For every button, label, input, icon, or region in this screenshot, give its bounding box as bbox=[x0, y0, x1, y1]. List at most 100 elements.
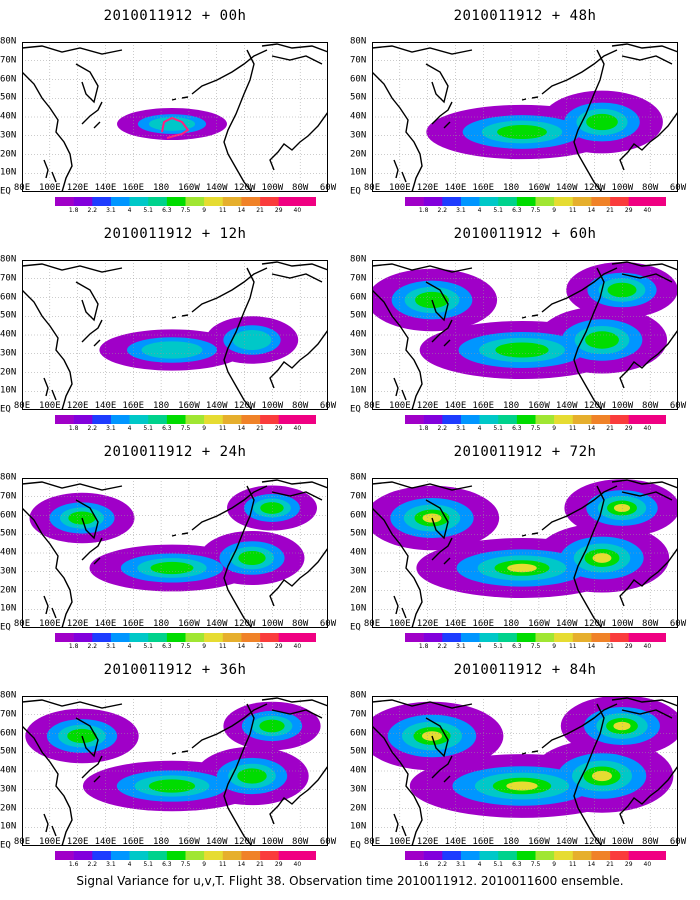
graticule bbox=[22, 260, 328, 410]
longitude-label: 160W bbox=[528, 183, 550, 193]
colorbar-swatch bbox=[442, 851, 462, 860]
colorbar-tick-label: 6.3 bbox=[512, 861, 522, 868]
latitude-label: 60N bbox=[350, 74, 367, 84]
colorbar-swatch bbox=[516, 197, 536, 206]
latitude-label: 40N bbox=[350, 765, 367, 776]
longitude-label: 140E bbox=[94, 183, 117, 193]
colorbar-tick-label: 6.3 bbox=[162, 861, 172, 868]
variance-contour bbox=[613, 721, 631, 731]
variance-contour bbox=[495, 342, 549, 358]
longitude-axis: 80E 100E 120E 140E 160E 180 160W 140W 120W 100W 80… bbox=[350, 402, 700, 414]
longitude-label: 160W bbox=[178, 619, 200, 629]
longitude-label: 180 bbox=[152, 401, 170, 411]
colorbar-tick-label: 1.8 bbox=[68, 207, 79, 214]
longitude-label: 120E bbox=[66, 619, 89, 629]
latitude-label: 60N bbox=[0, 728, 17, 738]
colorbar-swatch bbox=[297, 197, 316, 206]
panel-title: 2010011912 + 60h bbox=[453, 226, 597, 242]
colorbar-swatch bbox=[260, 197, 280, 206]
colorbar-tick-label: 29 bbox=[624, 861, 633, 868]
colorbar-tick-label: 11 bbox=[568, 861, 577, 868]
colorbar-tick-label: 9 bbox=[552, 425, 557, 432]
longitude-label: 140E bbox=[94, 401, 117, 411]
longitude-label: 60W bbox=[319, 837, 337, 847]
colorbar-swatch bbox=[498, 415, 518, 424]
colorbar-tick-label: 6.3 bbox=[512, 425, 522, 432]
colorbar-swatch bbox=[92, 851, 112, 860]
latitude-label: 10N bbox=[0, 603, 17, 614]
colorbar-tick-label: 40 bbox=[643, 425, 652, 432]
colorbar-swatch bbox=[647, 415, 666, 424]
longitude-label: 100E bbox=[388, 183, 411, 193]
colorbar-tick-label: 9 bbox=[552, 861, 557, 868]
colorbar-tick-label: 5.1 bbox=[493, 861, 503, 868]
figure-caption: Signal Variance for u,v,T. Flight 38. Ob… bbox=[76, 874, 624, 888]
colorbar-swatch bbox=[166, 851, 186, 860]
colorbar-tick-label: 5.1 bbox=[143, 207, 153, 214]
colorbar-swatch bbox=[628, 633, 648, 642]
variance-shading bbox=[117, 108, 227, 140]
latitude-label: 20N bbox=[350, 149, 367, 159]
latitude-label: EQ bbox=[350, 840, 361, 851]
latitude-label: EQ bbox=[350, 622, 361, 633]
longitude-label: 80E bbox=[13, 837, 31, 847]
colorbar-tick-label: 5.1 bbox=[143, 425, 153, 432]
colorbar-swatch bbox=[516, 633, 536, 642]
longitude-label: 80E bbox=[363, 837, 381, 847]
colorbar-tick-label: 6.3 bbox=[162, 643, 172, 650]
variance-shading bbox=[25, 701, 321, 812]
longitude-label: 120E bbox=[416, 183, 439, 193]
latitude-label: 20N bbox=[0, 367, 17, 377]
colorbar-tick-label: 29 bbox=[274, 643, 283, 650]
latitude-label: 80N bbox=[0, 36, 17, 47]
map-panel-48h: 2010011912 + 48h 80N 70N 60N 50N 40N 30N 20N 10N… bbox=[350, 0, 700, 225]
map-frame bbox=[22, 696, 328, 846]
colorbar-swatch bbox=[185, 197, 205, 206]
colorbar-swatch bbox=[278, 197, 298, 206]
colorbar-swatch bbox=[423, 633, 443, 642]
latitude-label: 10N bbox=[0, 385, 17, 396]
latitude-label: 70N bbox=[350, 55, 367, 66]
longitude-axis: 80E 100E 120E 140E 160E 180 160W 140W 120W 100W 80… bbox=[350, 184, 700, 196]
latitude-label: 70N bbox=[0, 709, 17, 720]
colorbar-swatch bbox=[110, 851, 130, 860]
colorbar-swatch bbox=[222, 633, 242, 642]
coastlines bbox=[22, 43, 328, 192]
colorbar-swatch bbox=[498, 633, 518, 642]
colorbar-swatch bbox=[442, 415, 462, 424]
colorbar-tick-label: 9 bbox=[552, 643, 557, 650]
longitude-label: 100W bbox=[261, 183, 284, 193]
latitude-label: 70N bbox=[0, 273, 17, 284]
longitude-label: 160E bbox=[122, 837, 145, 847]
longitude-label: 140W bbox=[205, 401, 228, 411]
colorbar-swatch bbox=[535, 415, 555, 424]
colorbar-tick-label: 1.8 bbox=[418, 643, 429, 650]
longitude-label: 120E bbox=[416, 401, 439, 411]
colorbar-tick-label: 3.1 bbox=[456, 643, 466, 650]
longitude-label: 140E bbox=[444, 183, 467, 193]
colorbar-swatch bbox=[260, 415, 280, 424]
variance-shading bbox=[99, 316, 299, 371]
variance-shading bbox=[426, 90, 663, 160]
colorbar-labels: 1.8 2.2 3.1 4 5.1 6.3 7.5 9 11 14 21 29 40 bbox=[55, 644, 316, 652]
colorbar-tick-label: 14 bbox=[587, 425, 596, 432]
colorbar-tick-label: 11 bbox=[568, 425, 577, 432]
variance-shading bbox=[372, 262, 678, 380]
colorbar-swatch bbox=[423, 197, 443, 206]
colorbar-tick-label: 7.5 bbox=[180, 425, 191, 432]
colorbar-swatch bbox=[516, 851, 536, 860]
longitude-label: 60W bbox=[669, 183, 687, 193]
colorbar-swatch bbox=[297, 851, 316, 860]
graticule bbox=[372, 42, 678, 192]
colorbar-tick-label: 11 bbox=[218, 207, 227, 214]
coastlines bbox=[372, 43, 678, 192]
colorbar-tick-label: 5.1 bbox=[493, 425, 503, 432]
latitude-label: 40N bbox=[350, 329, 367, 340]
colorbar-tick-label: 5.1 bbox=[143, 861, 153, 868]
colorbar-swatch bbox=[405, 851, 424, 860]
colorbar-tick-label: 9 bbox=[552, 207, 557, 214]
colorbar bbox=[405, 851, 666, 860]
colorbar-tick-label: 21 bbox=[606, 643, 614, 650]
map-border bbox=[22, 260, 328, 410]
colorbar-swatch bbox=[166, 197, 186, 206]
